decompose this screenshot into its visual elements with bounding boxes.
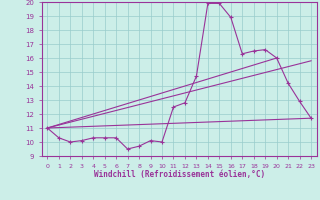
X-axis label: Windchill (Refroidissement éolien,°C): Windchill (Refroidissement éolien,°C): [94, 170, 265, 179]
